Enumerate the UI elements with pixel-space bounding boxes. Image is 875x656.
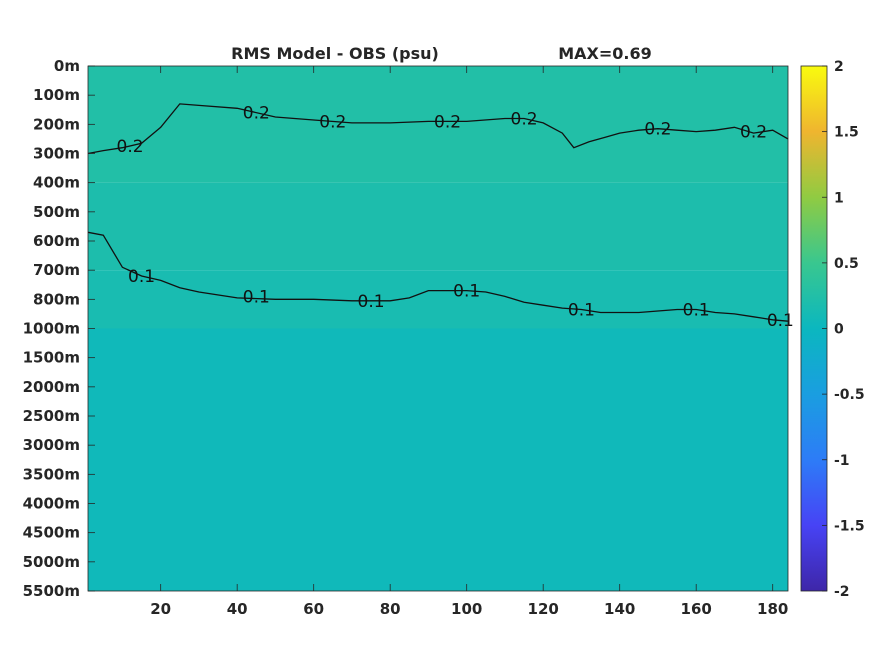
x-tick-label: 180 (757, 600, 788, 618)
y-tick-label: 800m (33, 290, 80, 308)
y-axis: 0m 100m 200m 300m 400m 500m 600m 700m 800m 1000m 1… (23, 57, 95, 600)
y-tick-label: 500m (33, 203, 80, 221)
colorbar-tick-label: 1.5 (834, 125, 859, 141)
y-tick-label: 2000m (23, 378, 80, 396)
colorbar-tick-label: 0.5 (834, 256, 859, 272)
y-tick-label: 5500m (23, 582, 80, 600)
max-value-label: MAX=0.69 (558, 44, 652, 63)
contour-label: 0.1 (128, 267, 155, 287)
contour-label: 0.1 (683, 301, 710, 321)
y-tick-label: 3000m (23, 436, 80, 454)
y-tick-label: 100m (33, 86, 80, 104)
field-band (88, 328, 788, 591)
colorbar-tick-label: -2 (834, 584, 850, 600)
plot-area: 0.2 0.2 0.2 0.2 0.2 0.2 0.2 0.1 0.1 0.1 0.1 0.1 0.1 0… (87, 65, 794, 592)
contour-label: 0.2 (434, 112, 461, 132)
contour-label: 0.2 (644, 120, 671, 140)
colorbar-tick-label: -0.5 (834, 387, 865, 403)
y-tick-label: 0m (54, 57, 80, 75)
colorbar-tick-label: -1 (834, 453, 850, 469)
y-tick-label: 1000m (23, 320, 80, 338)
y-tick-label: 4500m (23, 524, 80, 542)
colorbar-ticks: 2 1.5 1 0.5 0 -0.5 -1 -1.5 -2 (822, 59, 865, 600)
y-tick-label: 600m (33, 232, 80, 250)
x-tick-label: 20 (150, 600, 171, 618)
y-tick-label: 300m (33, 145, 80, 163)
contour-line (87, 231, 789, 322)
y-tick-label: 400m (33, 174, 80, 192)
x-axis: 20 40 60 80 100 120 140 160 180 (150, 66, 788, 618)
contour-label: 0.2 (319, 112, 346, 132)
x-tick-label: 160 (681, 600, 712, 618)
contour-label: 0.2 (243, 104, 270, 124)
field-band (88, 182, 788, 271)
field-band (88, 270, 788, 329)
contour-label: 0.2 (117, 137, 144, 157)
contour-label: 0.2 (740, 123, 767, 143)
field-band (88, 66, 788, 183)
colorbar-tick-label: 0 (834, 322, 844, 338)
y-tick-label: 2500m (23, 407, 80, 425)
contour-label: 0.1 (453, 282, 480, 302)
contour-label: 0.1 (767, 311, 794, 331)
contour-label: 0.1 (358, 292, 385, 312)
contour-label: 0.1 (243, 287, 270, 307)
chart-title: RMS Model - OBS (psu) (231, 44, 439, 63)
x-tick-label: 80 (380, 600, 401, 618)
y-tick-label: 3500m (23, 465, 80, 483)
colorbar-tick-label: 1 (834, 190, 844, 206)
heatmap-field (88, 66, 788, 591)
y-tick-label: 5000m (23, 553, 80, 571)
x-tick-label: 40 (227, 600, 248, 618)
y-tick-label: 1500m (23, 349, 80, 367)
x-tick-label: 60 (303, 600, 324, 618)
contour-labels: 0.2 0.2 0.2 0.2 0.2 0.2 0.2 0.1 0.1 0.1 0.1 0.1 0.1 0… (117, 104, 794, 331)
contour-lines (87, 103, 789, 322)
contour-label: 0.1 (568, 301, 595, 321)
x-tick-label: 140 (604, 600, 635, 618)
y-tick-label: 700m (33, 261, 80, 279)
contour-label: 0.2 (511, 110, 538, 130)
x-tick-label: 120 (528, 600, 559, 618)
x-tick-label: 100 (451, 600, 482, 618)
colorbar: 2 1.5 1 0.5 0 -0.5 -1 -1.5 -2 (800, 59, 865, 600)
y-tick-label: 4000m (23, 495, 80, 513)
colorbar-tick-label: -1.5 (834, 518, 865, 534)
colorbar-tick-label: 2 (834, 59, 844, 75)
y-tick-label: 200m (33, 115, 80, 133)
contour-line (87, 103, 789, 155)
